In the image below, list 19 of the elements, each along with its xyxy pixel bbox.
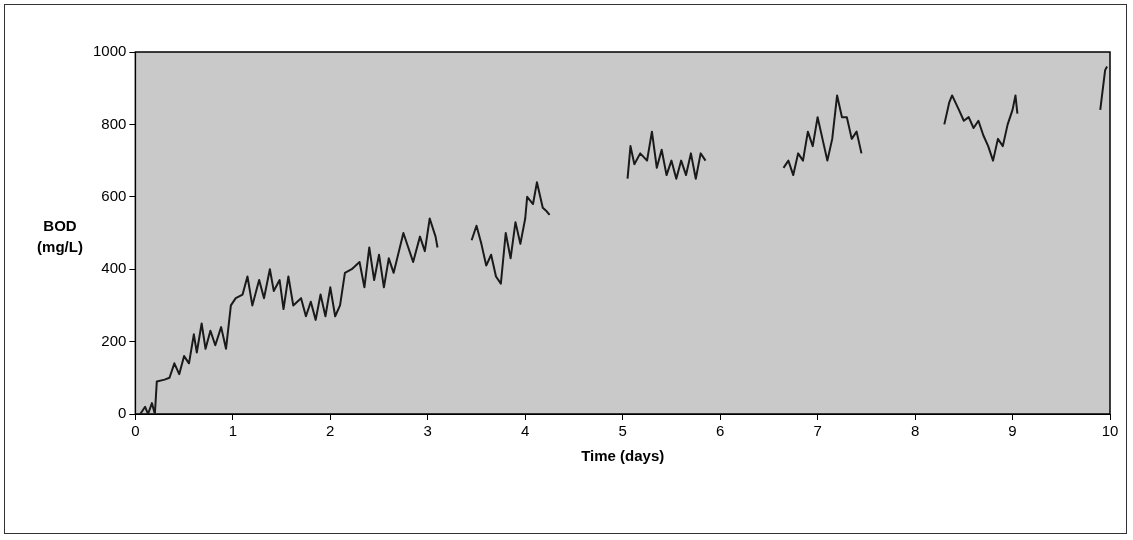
y-tick-label: 600	[101, 186, 127, 204]
x-tick-label: 3	[423, 422, 432, 440]
y-tick-label: 200	[101, 331, 127, 349]
x-tick-label: 2	[326, 422, 335, 440]
x-tick-label: 10	[1101, 422, 1119, 440]
x-tick-label: 7	[813, 422, 822, 440]
y-tick-label: 400	[101, 259, 127, 277]
x-tick-label: 5	[618, 422, 627, 440]
y-tick-label: 1000	[92, 42, 127, 60]
y-axis-title: BOD (mg/L)	[36, 216, 84, 257]
x-tick-label: 0	[131, 422, 140, 440]
x-tick-label: 8	[910, 422, 920, 440]
y-tick-label: 0	[118, 404, 127, 422]
x-tick-label: 4	[521, 422, 530, 440]
x-tick-label: 1	[228, 422, 237, 440]
y-tick-label: 800	[101, 114, 127, 132]
x-tick-label: 9	[1008, 422, 1017, 440]
x-tick-label: 6	[715, 422, 725, 440]
x-axis-title: Time (days)	[581, 447, 665, 465]
